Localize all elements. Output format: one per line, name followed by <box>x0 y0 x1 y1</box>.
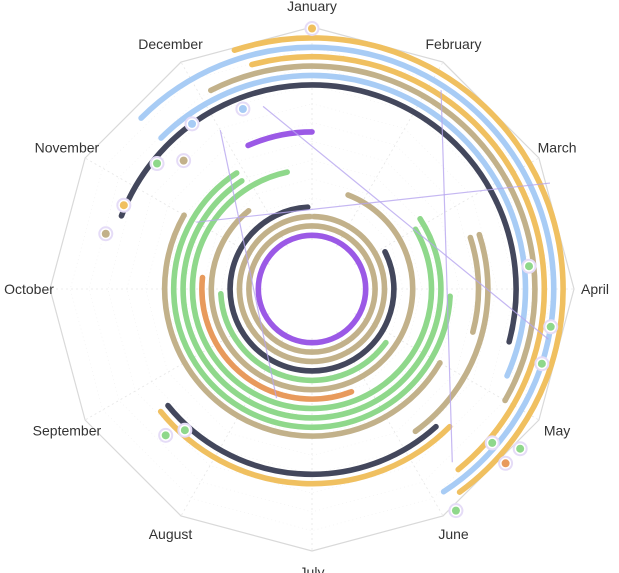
ring-bar <box>161 212 443 439</box>
month-label: August <box>149 526 193 542</box>
connector-line <box>262 105 549 340</box>
data-point <box>451 506 460 515</box>
ring-bar <box>246 223 378 355</box>
grid-ring <box>220 197 404 381</box>
grid-ring <box>88 65 536 513</box>
ring-bar <box>158 72 529 379</box>
month-label: March <box>538 140 577 156</box>
month-label: February <box>425 36 481 52</box>
month-label: June <box>438 526 469 542</box>
ring-bar <box>189 169 435 412</box>
data-point <box>546 322 555 331</box>
scatter-points <box>98 21 559 519</box>
data-point <box>153 159 162 168</box>
ring-bar <box>170 170 453 431</box>
connector-line <box>219 130 278 399</box>
connector-lines <box>196 90 551 463</box>
data-point <box>501 459 510 468</box>
ring-bar <box>467 234 482 335</box>
data-point <box>308 24 316 33</box>
data-point <box>161 431 170 440</box>
month-label: December <box>138 36 203 52</box>
month-label: September <box>33 423 102 439</box>
ring-bar <box>245 129 315 149</box>
ring-bar <box>231 35 566 495</box>
ring-bar <box>236 213 388 365</box>
ring-bar <box>199 274 355 402</box>
data-point <box>188 119 197 128</box>
connector-line <box>440 90 453 463</box>
ring-bar <box>208 192 416 393</box>
month-label: July <box>300 564 325 573</box>
ring-bars <box>118 35 566 495</box>
ring-bar <box>118 82 519 345</box>
data-point <box>180 426 189 435</box>
data-point <box>179 156 188 165</box>
grid-ring <box>145 122 479 456</box>
data-point <box>516 444 525 453</box>
ring-bar <box>165 402 439 478</box>
ring-bar <box>157 408 453 487</box>
grid-spoke <box>336 61 444 247</box>
grid-spoke <box>354 157 540 265</box>
data-point <box>101 229 110 238</box>
ring-bar <box>208 63 538 404</box>
month-label: May <box>544 423 570 439</box>
ring-bar <box>249 53 548 473</box>
month-labels: January February March April May June July Augu… <box>4 0 609 573</box>
data-point <box>537 359 546 368</box>
ring-bar <box>138 44 557 495</box>
month-label: April <box>581 281 609 297</box>
connector-line <box>196 182 551 223</box>
ring-bar <box>412 231 491 435</box>
month-label: November <box>35 140 100 156</box>
data-point <box>525 262 534 271</box>
ring-bar <box>218 290 389 384</box>
ring-bar <box>180 178 444 421</box>
ring-bar <box>255 232 369 346</box>
data-point <box>238 104 247 113</box>
month-label: October <box>4 281 54 297</box>
month-label: January <box>287 0 337 14</box>
data-point <box>119 201 128 210</box>
data-point <box>488 438 497 447</box>
ring-bar <box>227 204 397 374</box>
